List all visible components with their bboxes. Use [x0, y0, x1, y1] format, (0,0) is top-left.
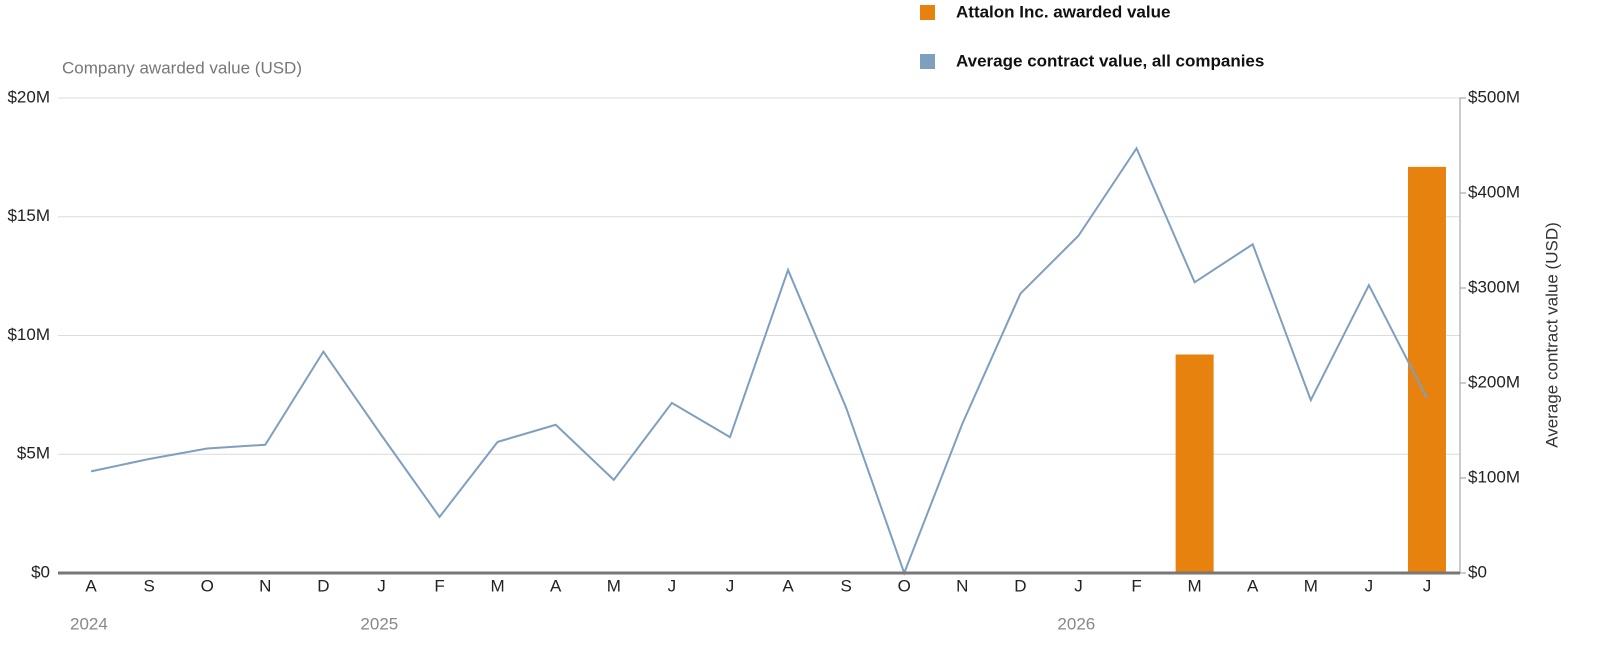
bar [1407, 166, 1446, 573]
x-tick-label: F [434, 576, 444, 595]
x-tick-label: A [85, 576, 97, 595]
legend-label: Average contract value, all companies [956, 51, 1264, 70]
x-tick-label: S [840, 576, 851, 595]
y-tick-label: $10M [7, 325, 50, 344]
y-axis-title: Company awarded value (USD) [62, 58, 302, 77]
x-tick-label: M [1304, 576, 1318, 595]
x-tick-label: M [1188, 576, 1202, 595]
line [90, 146, 1428, 576]
x-tick-label: J [377, 576, 386, 595]
x-tick-label: A [782, 576, 794, 595]
x-tick-label: N [259, 576, 271, 595]
legend-swatch [920, 54, 935, 69]
y2-tick-label: $0 [1468, 562, 1487, 581]
year-label: 2024 [70, 614, 108, 633]
y2-tick-label: $400M [1468, 182, 1520, 201]
x-tick-label: M [491, 576, 505, 595]
year-label: 2025 [360, 614, 398, 633]
y2-tick-label: $500M [1468, 87, 1520, 106]
x-tick-label: A [550, 576, 562, 595]
y-tick-label: $5M [17, 444, 50, 463]
x-tick-label: S [143, 576, 154, 595]
x-tick-label: O [898, 576, 911, 595]
year-label: 2026 [1057, 614, 1095, 633]
x-tick-label: J [668, 576, 677, 595]
y-tick-label: $0 [31, 562, 50, 581]
x-tick-label: N [956, 576, 968, 595]
x-tick-label: M [607, 576, 621, 595]
x-tick-label: A [1247, 576, 1259, 595]
x-tick-label: D [1014, 576, 1026, 595]
x-tick-label: F [1131, 576, 1141, 595]
legend-label: Attalon Inc. awarded value [956, 2, 1170, 21]
y2-tick-label: $100M [1468, 467, 1520, 486]
x-tick-label: O [201, 576, 214, 595]
x-tick-label: D [317, 576, 329, 595]
x-tick-label: J [726, 576, 735, 595]
y-tick-label: $20M [7, 87, 50, 106]
legend-swatch [920, 5, 935, 20]
x-tick-label: J [1365, 576, 1374, 595]
bar [1175, 354, 1214, 573]
y2-tick-label: $200M [1468, 372, 1520, 391]
x-tick-label: J [1423, 576, 1432, 595]
x-tick-label: J [1074, 576, 1083, 595]
y2-tick-label: $300M [1468, 277, 1520, 296]
y-tick-label: $15M [7, 206, 50, 225]
y2-axis-title: Average contract value (USD) [1542, 222, 1561, 448]
